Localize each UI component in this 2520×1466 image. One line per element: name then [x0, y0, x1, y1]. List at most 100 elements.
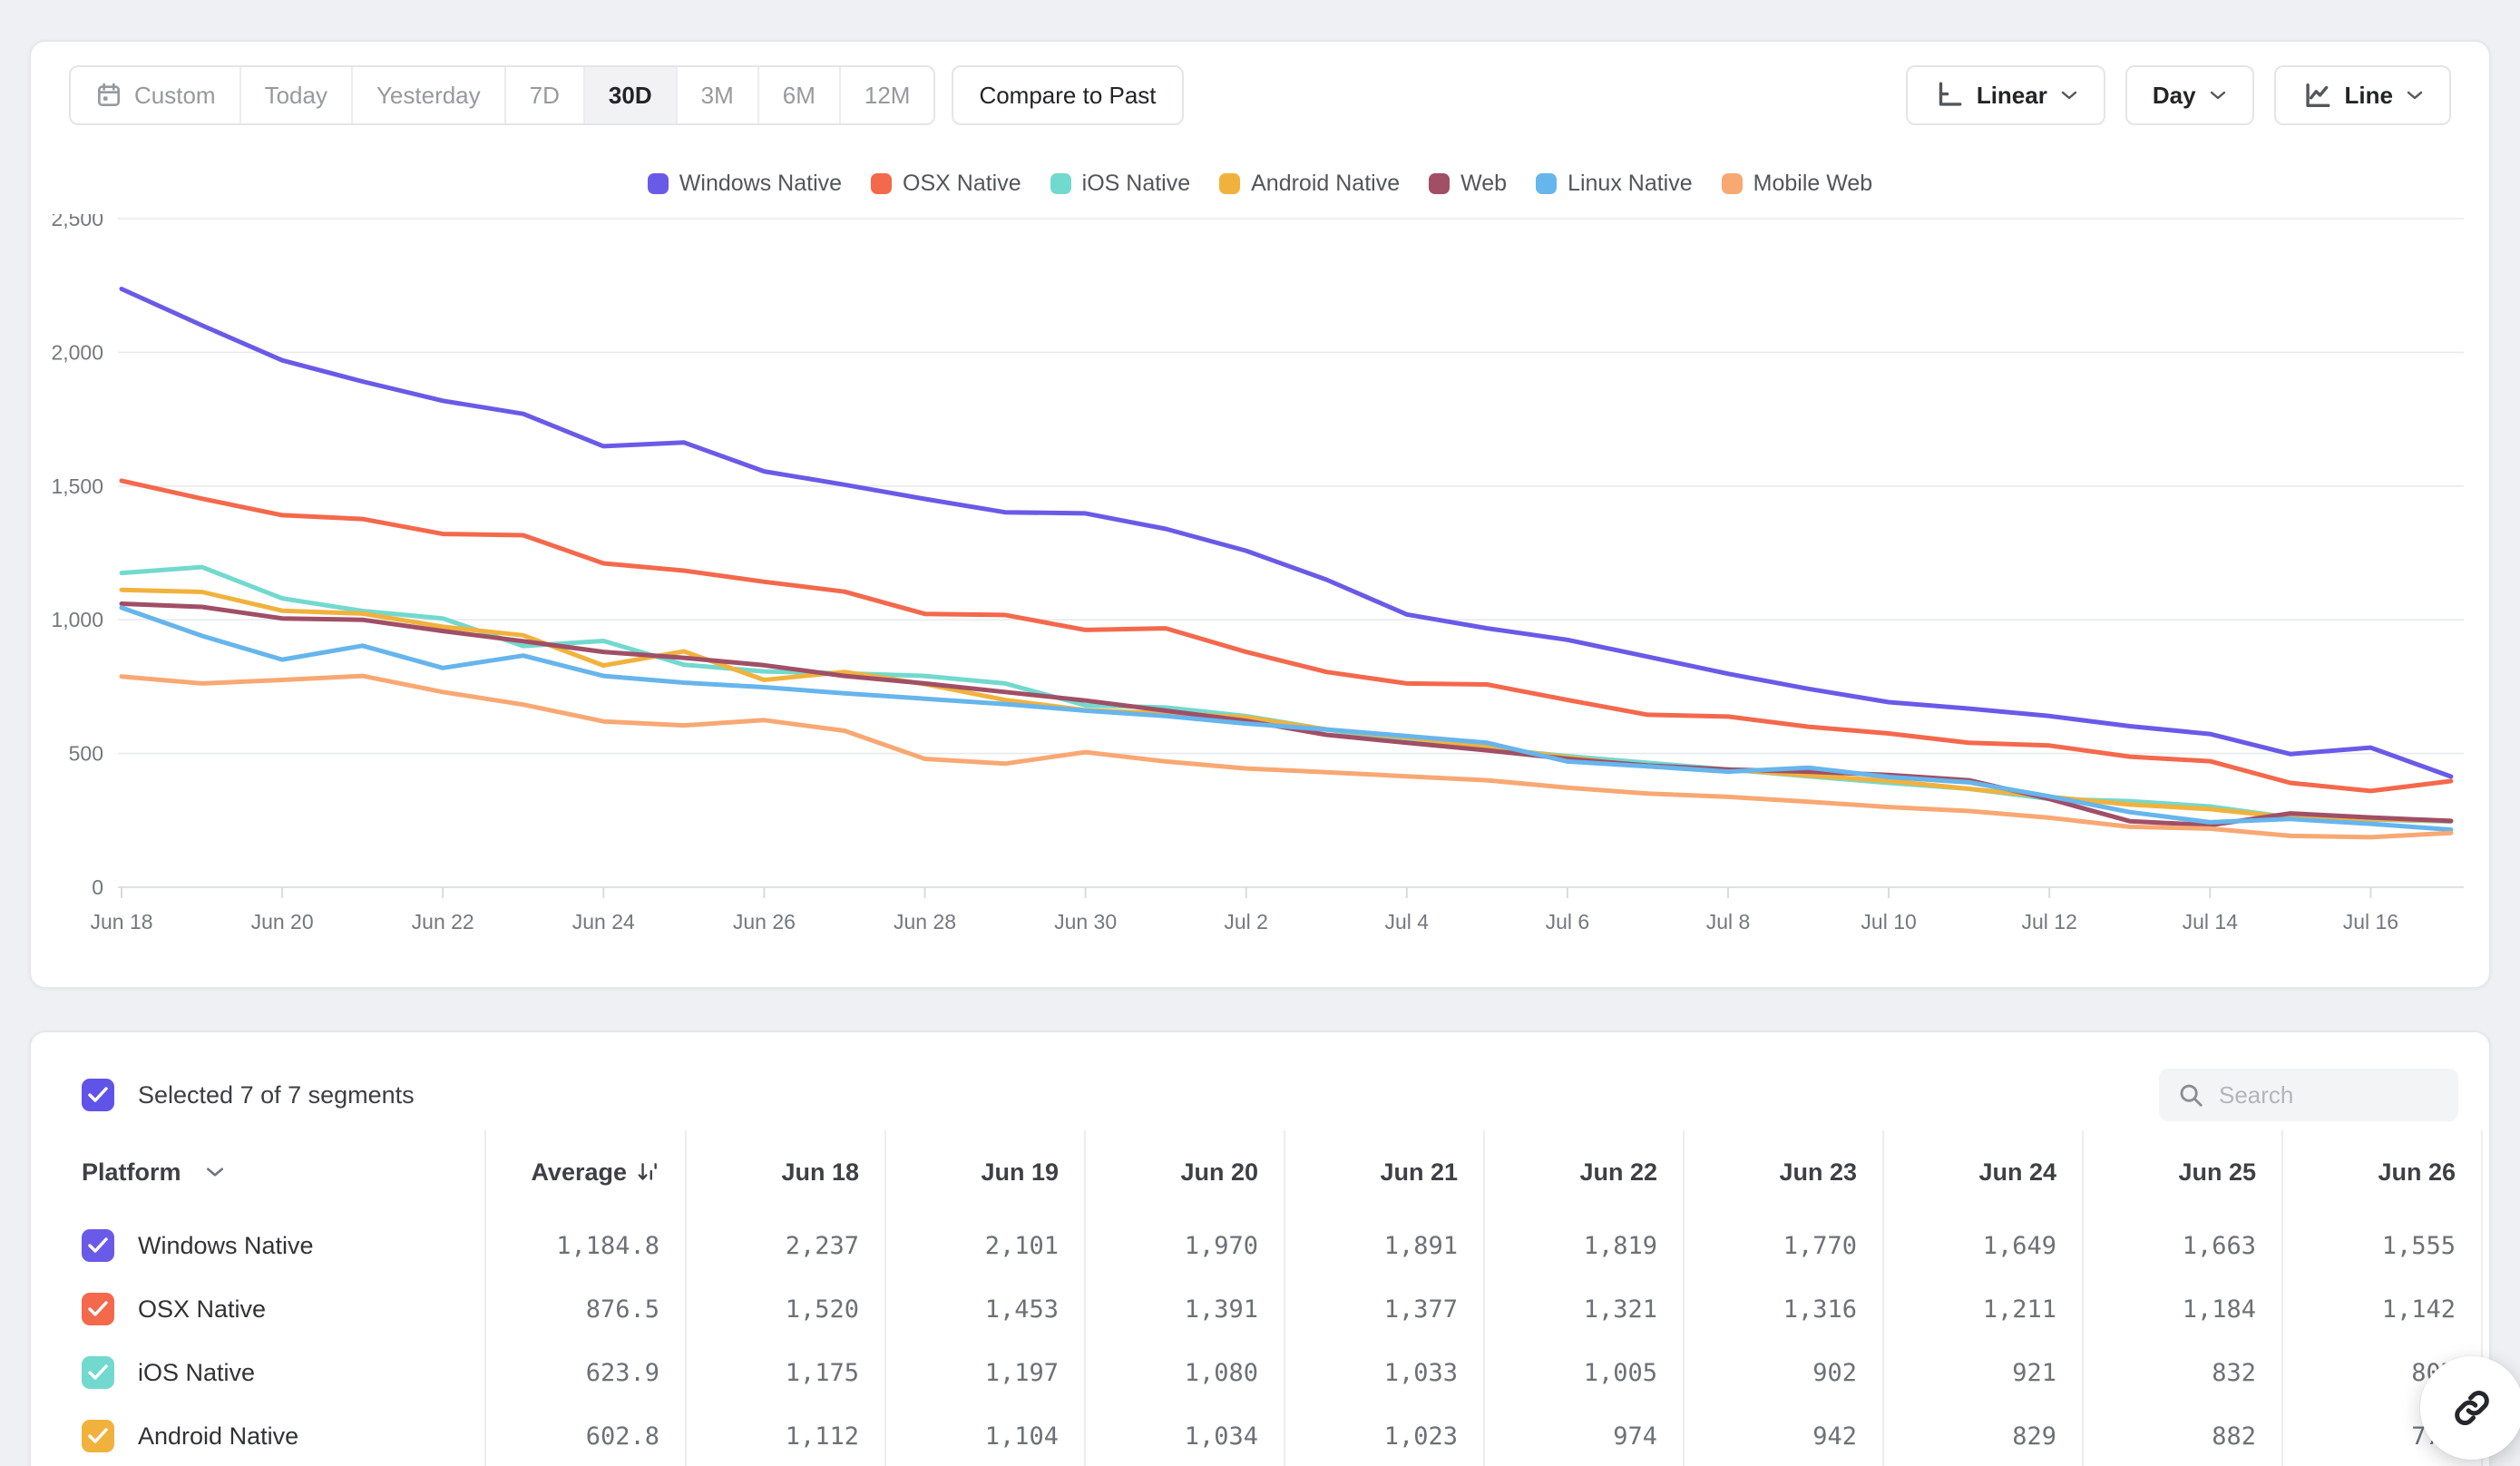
cell-value: 882	[2212, 1422, 2256, 1451]
value-cell: 2,237	[685, 1214, 884, 1277]
x-axis-label: Jun 22	[412, 910, 474, 933]
scale-dropdown[interactable]: Linear	[1905, 65, 2105, 125]
range-button-yesterday[interactable]: Yesterday	[350, 67, 504, 123]
segments-table-card: Selected 7 of 7 segments Platform Averag…	[29, 1031, 2491, 1466]
cell-value: 942	[1812, 1422, 1857, 1451]
y-axis-label: 500	[69, 742, 103, 766]
value-cell: 1,520	[685, 1277, 884, 1341]
legend-swatch	[1219, 173, 1241, 194]
value-cell: 876.5	[484, 1277, 685, 1341]
range-button-30d[interactable]: 30D	[582, 67, 676, 123]
legend-item-osx-native[interactable]: OSX Native	[871, 171, 1021, 197]
platform-cell: OSX Native	[31, 1293, 484, 1325]
x-axis-label: Jun 18	[90, 910, 152, 933]
selected-summary: Selected 7 of 7 segments	[138, 1080, 415, 1109]
legend-label: Linux Native	[1568, 171, 1693, 196]
legend-item-web[interactable]: Web	[1429, 171, 1507, 197]
platform-cell: iOS Native	[31, 1356, 484, 1389]
value-cell: 1,034	[1084, 1404, 1284, 1466]
column-header-jun-21[interactable]: Jun 21	[1284, 1130, 1483, 1214]
column-header-jun-25[interactable]: Jun 25	[2082, 1130, 2281, 1214]
range-label: Yesterday	[376, 81, 481, 109]
table-row-ios-native: iOS Native 623.9 1,175 1,197 1,080 1,033 1,005…	[31, 1341, 2489, 1404]
series-line-osx-native	[119, 478, 2454, 794]
y-axis-label: 1,500	[51, 474, 103, 498]
range-button-custom[interactable]: Custom	[71, 67, 239, 123]
range-button-12m[interactable]: 12M	[838, 67, 934, 123]
column-header-jun-22[interactable]: Jun 22	[1483, 1130, 1683, 1214]
cell-value: 1,970	[1184, 1231, 1258, 1260]
value-cell: 2,101	[884, 1214, 1084, 1277]
value-cell: 1,112	[685, 1404, 884, 1466]
platform-header-label: Platform	[82, 1158, 181, 1186]
value-cell: 942	[1683, 1404, 1882, 1466]
value-cell: 1,891	[1284, 1214, 1483, 1277]
legend-item-ios-native[interactable]: iOS Native	[1050, 171, 1190, 197]
y-axis-label: 2,500	[51, 214, 103, 230]
compare-to-past-button[interactable]: Compare to Past	[952, 65, 1184, 125]
row-checkbox-ios-native[interactable]	[82, 1356, 114, 1389]
value-cell: 1,197	[884, 1341, 1084, 1404]
interval-dropdown[interactable]: Day	[2124, 65, 2254, 125]
linear-scale-icon	[1939, 82, 1962, 106]
y-axis-label: 0	[92, 875, 103, 899]
table-header-bar: Selected 7 of 7 segments	[82, 1067, 2458, 1123]
x-axis-label: Jul 6	[1546, 910, 1590, 933]
column-header-jun-19[interactable]: Jun 19	[884, 1130, 1084, 1214]
column-header-jun-23[interactable]: Jun 23	[1683, 1130, 1882, 1214]
copy-link-button[interactable]	[2420, 1356, 2520, 1460]
interval-label: Day	[2152, 81, 2196, 109]
row-checkbox-android-native[interactable]	[82, 1420, 114, 1452]
column-header-label: Jun 21	[1380, 1158, 1458, 1186]
cell-value: 1,321	[1583, 1295, 1657, 1324]
search-box[interactable]	[2159, 1069, 2458, 1121]
row-checkbox-windows-native[interactable]	[82, 1229, 114, 1262]
range-button-7d[interactable]: 7D	[503, 67, 583, 123]
select-all-checkbox[interactable]	[82, 1079, 114, 1111]
row-checkbox-osx-native[interactable]	[82, 1293, 114, 1325]
series-line-web	[119, 601, 2454, 828]
platform-header-cell[interactable]: Platform	[31, 1158, 484, 1187]
cell-value: 1,033	[1383, 1358, 1458, 1387]
value-cell: 1,663	[2082, 1214, 2281, 1277]
column-header-jun-20[interactable]: Jun 20	[1084, 1130, 1284, 1214]
cell-value: 1,034	[1184, 1422, 1258, 1451]
y-axis-label: 1,000	[51, 608, 103, 631]
column-header-label: Jun 18	[781, 1158, 859, 1186]
value-cell: 1,005	[1483, 1341, 1683, 1404]
cell-value: 1,142	[2381, 1295, 2456, 1324]
cell-value: 1,649	[1982, 1231, 2056, 1260]
legend-swatch	[647, 173, 669, 194]
legend-item-linux-native[interactable]: Linux Native	[1536, 171, 1693, 197]
value-cell: 1,184	[2082, 1277, 2281, 1341]
checkmark-icon	[88, 1428, 108, 1443]
value-cell: 1,377	[1284, 1277, 1483, 1341]
legend-item-windows-native[interactable]: Windows Native	[647, 171, 842, 197]
column-header-average[interactable]: Average	[484, 1130, 685, 1214]
platform-name: iOS Native	[138, 1358, 256, 1386]
cell-value: 1,377	[1383, 1295, 1458, 1324]
legend-label: iOS Native	[1081, 171, 1191, 196]
column-header-stub	[2481, 1130, 2494, 1214]
range-button-3m[interactable]: 3M	[675, 67, 757, 123]
column-header-jun-26[interactable]: Jun 26	[2281, 1130, 2481, 1214]
cell-value: 1,391	[1184, 1295, 1258, 1324]
cell-value: 1,555	[2381, 1231, 2456, 1260]
x-axis-label: Jul 8	[1706, 910, 1751, 933]
cell-value: 1,080	[1184, 1358, 1258, 1387]
range-button-6m[interactable]: 6M	[757, 67, 839, 123]
line-chart-icon	[2305, 83, 2330, 108]
chart-type-dropdown[interactable]: Line	[2273, 65, 2451, 125]
column-header-jun-18[interactable]: Jun 18	[685, 1130, 884, 1214]
value-cell: 882	[2082, 1404, 2281, 1466]
search-input[interactable]	[2219, 1080, 2427, 1109]
legend-item-android-native[interactable]: Android Native	[1219, 171, 1400, 197]
column-header-jun-24[interactable]: Jun 24	[1882, 1130, 2082, 1214]
x-axis-label: Jul 10	[1861, 910, 1916, 933]
range-label: Today	[264, 81, 327, 109]
series-line-windows-native	[119, 287, 2454, 779]
range-button-today[interactable]: Today	[239, 67, 351, 123]
platform-name: OSX Native	[138, 1295, 267, 1323]
legend-item-mobile-web[interactable]: Mobile Web	[1721, 171, 1872, 197]
chevron-down-icon	[2210, 91, 2225, 100]
